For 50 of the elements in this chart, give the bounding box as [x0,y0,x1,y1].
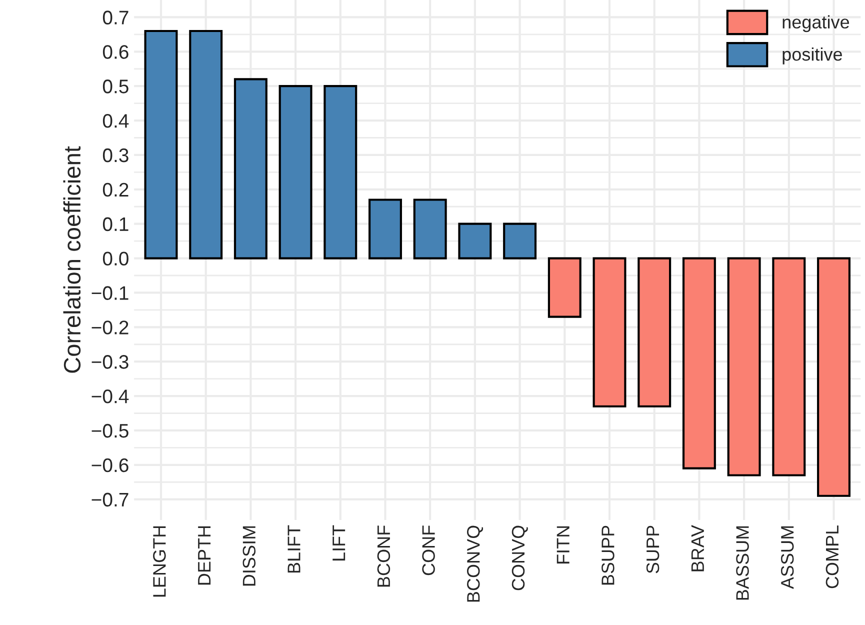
y-tick-label: 0.5 [102,80,128,94]
x-tick-label: DEPTH [198,526,211,585]
y-tick-label: −0.3 [92,355,128,369]
bar [234,78,268,260]
y-tick-label: −0.7 [92,492,128,507]
bar [278,85,312,260]
bar [817,257,851,497]
y-axis-title: Correlation coefficient [63,146,81,373]
bar [548,257,582,318]
y-tick-label: 0.1 [102,217,128,232]
x-tick-label: COMPL [826,525,839,588]
x-tick-label: LENGTH [153,526,166,597]
y-tick-label: 0.7 [102,10,128,24]
y-tick-label: −0.5 [92,424,128,438]
legend-label: negative [782,15,850,32]
bar [503,222,537,260]
y-tick-label: −0.6 [92,458,128,472]
bar [413,198,447,260]
x-tick-label: FITN [556,526,570,564]
x-tick-label: BSUPP [602,526,614,585]
y-tick-label: −0.2 [92,320,128,334]
bar [189,30,223,260]
x-tick-label: DISSIM [242,526,256,586]
x-tick-label: CONF [422,526,435,576]
bar [638,257,672,408]
bar [368,198,402,260]
y-tick-label: −0.4 [92,389,129,404]
y-tick-label: 0.0 [102,252,128,266]
bar [592,257,626,408]
x-tick-label: SUPP [646,526,660,574]
bar [324,85,358,260]
x-tick-label: BCONF [377,526,390,587]
x-tick-label: BASSUM [736,526,749,600]
x-tick-label: BRAV [691,524,704,572]
x-tick-label: BLIFT [288,525,300,573]
bar [458,222,492,260]
legend-label: positive [782,47,842,64]
y-tick-label: 0.6 [102,45,128,59]
x-tick-label: ASSUM [780,526,794,590]
y-tick-label: 0.2 [102,182,128,197]
x-tick-label: LIFT [332,525,346,560]
bar [772,257,806,476]
bar [727,257,761,476]
y-tick-label: 0.4 [102,114,129,128]
y-tick-label: −0.1 [92,286,128,300]
y-tick-label: 0.3 [102,148,128,162]
bar [682,257,716,470]
x-tick-label: BCONVQ [467,526,484,602]
bar [144,30,178,260]
x-tick-label: CONVQ [512,526,528,590]
